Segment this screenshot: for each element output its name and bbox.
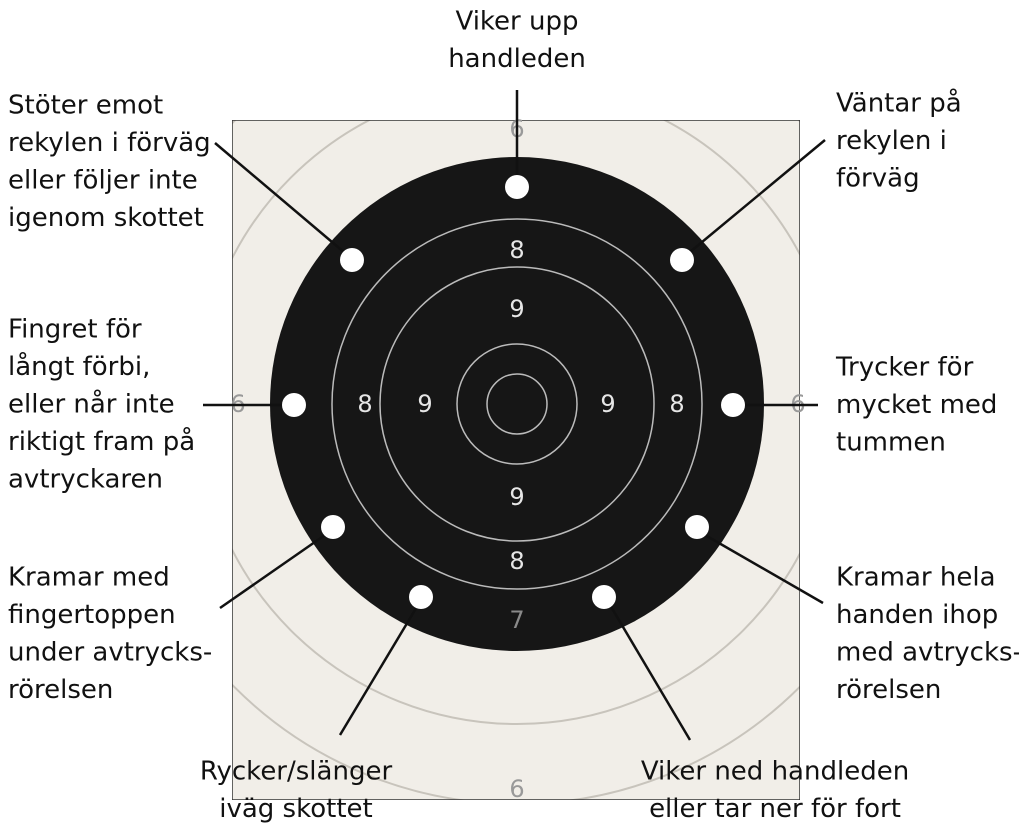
label-line: Fingret för xyxy=(8,315,142,345)
shot-dot xyxy=(721,393,745,417)
label-line: med avtrycks- xyxy=(836,638,1019,668)
label-line: tummen xyxy=(836,428,946,458)
ring-number: 8 xyxy=(509,236,524,264)
label-line: Trycker för xyxy=(835,353,974,383)
ring-number: 8 xyxy=(509,547,524,575)
label-line: rörelsen xyxy=(8,675,113,705)
ring-number: 9 xyxy=(509,483,524,511)
ring-number: 7 xyxy=(509,606,524,634)
label-line: rörelsen xyxy=(836,675,941,705)
shot-dot xyxy=(505,175,529,199)
shot-dot xyxy=(282,393,306,417)
ring-number: 8 xyxy=(357,390,372,418)
label-line: eller når inte xyxy=(8,389,175,420)
label-line: Viker upp xyxy=(455,7,578,37)
shot-dot xyxy=(409,585,433,609)
label-line: rekylen i förväg xyxy=(8,128,211,158)
shot-dot xyxy=(321,515,345,539)
ring-number: 9 xyxy=(417,390,432,418)
shot-dot xyxy=(592,585,616,609)
shot-dot xyxy=(685,515,709,539)
label-line: eller tar ner för fort xyxy=(649,794,901,824)
shot-dot xyxy=(670,248,694,272)
diagram: 6896899869876 Viker upphandledenStöter e… xyxy=(0,0,1019,830)
label-line: handleden xyxy=(448,44,586,74)
ring-number: 9 xyxy=(509,295,524,323)
label-line: handen ihop xyxy=(836,600,998,630)
label-line: iväg skottet xyxy=(219,794,372,824)
label-line: förväg xyxy=(836,164,920,194)
label-line: Väntar på xyxy=(836,88,962,119)
label-line: riktigt fram på xyxy=(8,426,195,457)
ring-number: 9 xyxy=(600,390,615,418)
label-line: långt förbi, xyxy=(8,351,150,382)
ring-number: 6 xyxy=(509,775,524,803)
label-line: Stöter emot xyxy=(8,91,163,121)
label-line: rekylen i xyxy=(836,126,947,156)
ring-number: 8 xyxy=(669,390,684,418)
bull xyxy=(270,157,764,651)
label-line: Kramar med xyxy=(8,563,170,593)
shot-dot xyxy=(340,248,364,272)
label-line: under avtrycks- xyxy=(8,638,212,668)
label-line: mycket med xyxy=(836,390,997,420)
label-line: fingertoppen xyxy=(8,600,176,630)
label-line: Viker ned handleden xyxy=(641,757,909,787)
label-line: igenom skottet xyxy=(8,203,204,233)
label-line: Rycker/slänger xyxy=(200,757,393,787)
label-line: Kramar hela xyxy=(836,563,996,593)
label-line: avtryckaren xyxy=(8,465,163,495)
label-line: eller följer inte xyxy=(8,166,198,196)
